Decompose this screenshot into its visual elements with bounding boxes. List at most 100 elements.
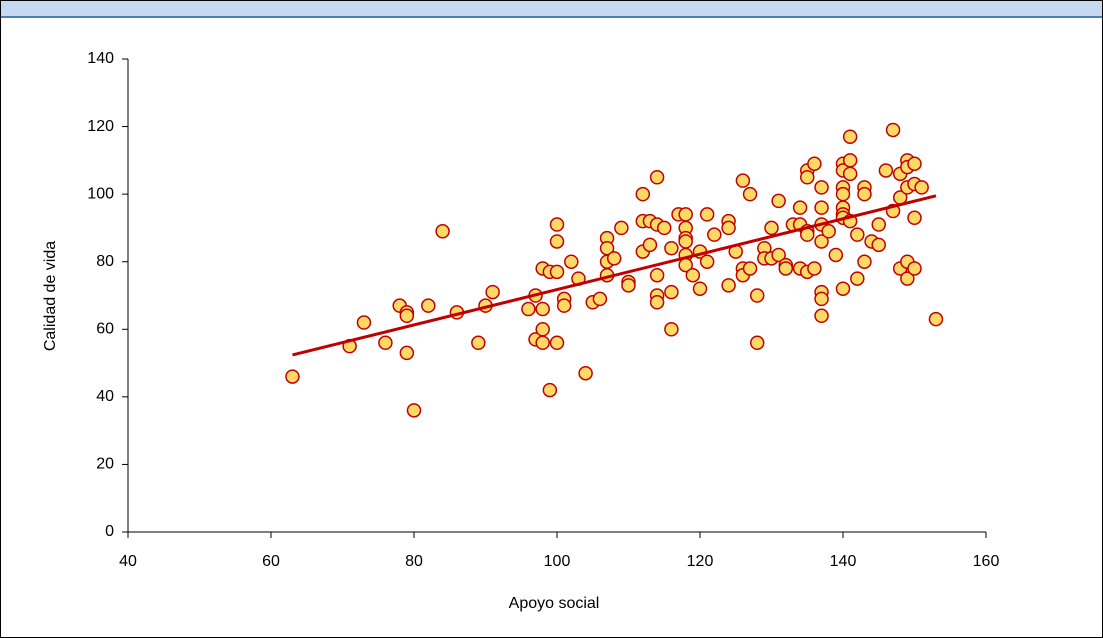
- point: [578, 365, 593, 381]
- point: [535, 301, 550, 317]
- point: [814, 200, 829, 215]
- point: [850, 227, 865, 242]
- point: [742, 186, 758, 202]
- point: [928, 311, 944, 327]
- point: [356, 315, 372, 330]
- point: [678, 234, 693, 249]
- point: [807, 261, 822, 276]
- y-tick-label: 140: [87, 50, 114, 67]
- point: [814, 308, 829, 324]
- point: [649, 170, 665, 185]
- point: [421, 298, 436, 313]
- point: [435, 224, 450, 239]
- point: [642, 237, 658, 253]
- point: [828, 247, 844, 263]
- point: [549, 335, 565, 351]
- point: [878, 163, 894, 178]
- point: [685, 267, 701, 283]
- point: [814, 291, 829, 307]
- point: [635, 186, 651, 202]
- point: [549, 264, 565, 280]
- point: [664, 284, 679, 300]
- point: [835, 281, 851, 296]
- point: [699, 254, 715, 269]
- point: [556, 298, 572, 313]
- y-axis-title: Calidad de vida: [42, 241, 59, 351]
- point: [721, 220, 736, 236]
- point: [657, 220, 672, 236]
- point: [871, 237, 886, 253]
- point: [692, 281, 708, 296]
- y-tick-label: 40: [96, 388, 114, 405]
- point: [900, 271, 915, 286]
- x-tick-label: 160: [973, 553, 1000, 570]
- y-tick-label: 60: [96, 321, 114, 338]
- point: [907, 156, 922, 171]
- point: [771, 193, 786, 209]
- point: [907, 261, 922, 276]
- point: [399, 345, 415, 361]
- point: [649, 295, 665, 310]
- point: [721, 278, 736, 293]
- y-tick-label: 100: [87, 185, 114, 202]
- point: [778, 261, 794, 276]
- point: [535, 322, 550, 337]
- point: [800, 170, 815, 185]
- point: [792, 200, 808, 215]
- point: [749, 335, 765, 351]
- point: [471, 335, 486, 351]
- x-tick-label: 40: [119, 553, 137, 570]
- point: [664, 240, 679, 256]
- point: [735, 173, 751, 188]
- point: [564, 254, 579, 269]
- point: [707, 227, 722, 242]
- point: [535, 335, 550, 351]
- point: [914, 180, 929, 195]
- y-tick-label: 120: [87, 118, 114, 135]
- point: [406, 403, 422, 418]
- point: [842, 153, 858, 168]
- point: [378, 335, 393, 351]
- y-tick-label: 0: [105, 523, 114, 540]
- trendline: [292, 194, 937, 357]
- point: [842, 129, 858, 144]
- point: [742, 261, 758, 276]
- point: [821, 224, 836, 239]
- point: [285, 369, 300, 384]
- point: [621, 278, 636, 293]
- y-tick-label: 80: [96, 253, 114, 270]
- y-tick-label: 20: [96, 456, 114, 473]
- point: [614, 220, 629, 236]
- point: [885, 122, 901, 138]
- point: [606, 251, 622, 266]
- point: [771, 247, 786, 263]
- x-tick-label: 140: [830, 553, 857, 570]
- x-tick-label: 100: [544, 553, 571, 570]
- x-tick-label: 120: [687, 553, 714, 570]
- point: [678, 207, 693, 222]
- x-tick-label: 60: [262, 553, 280, 570]
- point: [542, 382, 558, 398]
- point: [850, 271, 865, 286]
- point: [907, 210, 922, 226]
- point: [649, 267, 665, 283]
- point: [807, 156, 822, 171]
- point: [871, 217, 886, 232]
- point: [857, 186, 872, 202]
- point: [764, 220, 779, 236]
- point: [814, 180, 829, 195]
- point: [749, 288, 765, 303]
- point: [835, 186, 851, 202]
- point: [521, 301, 536, 317]
- x-axis-title: Apoyo social: [509, 595, 600, 612]
- point: [842, 166, 858, 182]
- point: [664, 322, 679, 337]
- header-strip: [1, 1, 1102, 18]
- point: [549, 217, 565, 232]
- point: [857, 254, 872, 269]
- point: [485, 284, 500, 300]
- point: [592, 291, 608, 307]
- point: [549, 234, 565, 249]
